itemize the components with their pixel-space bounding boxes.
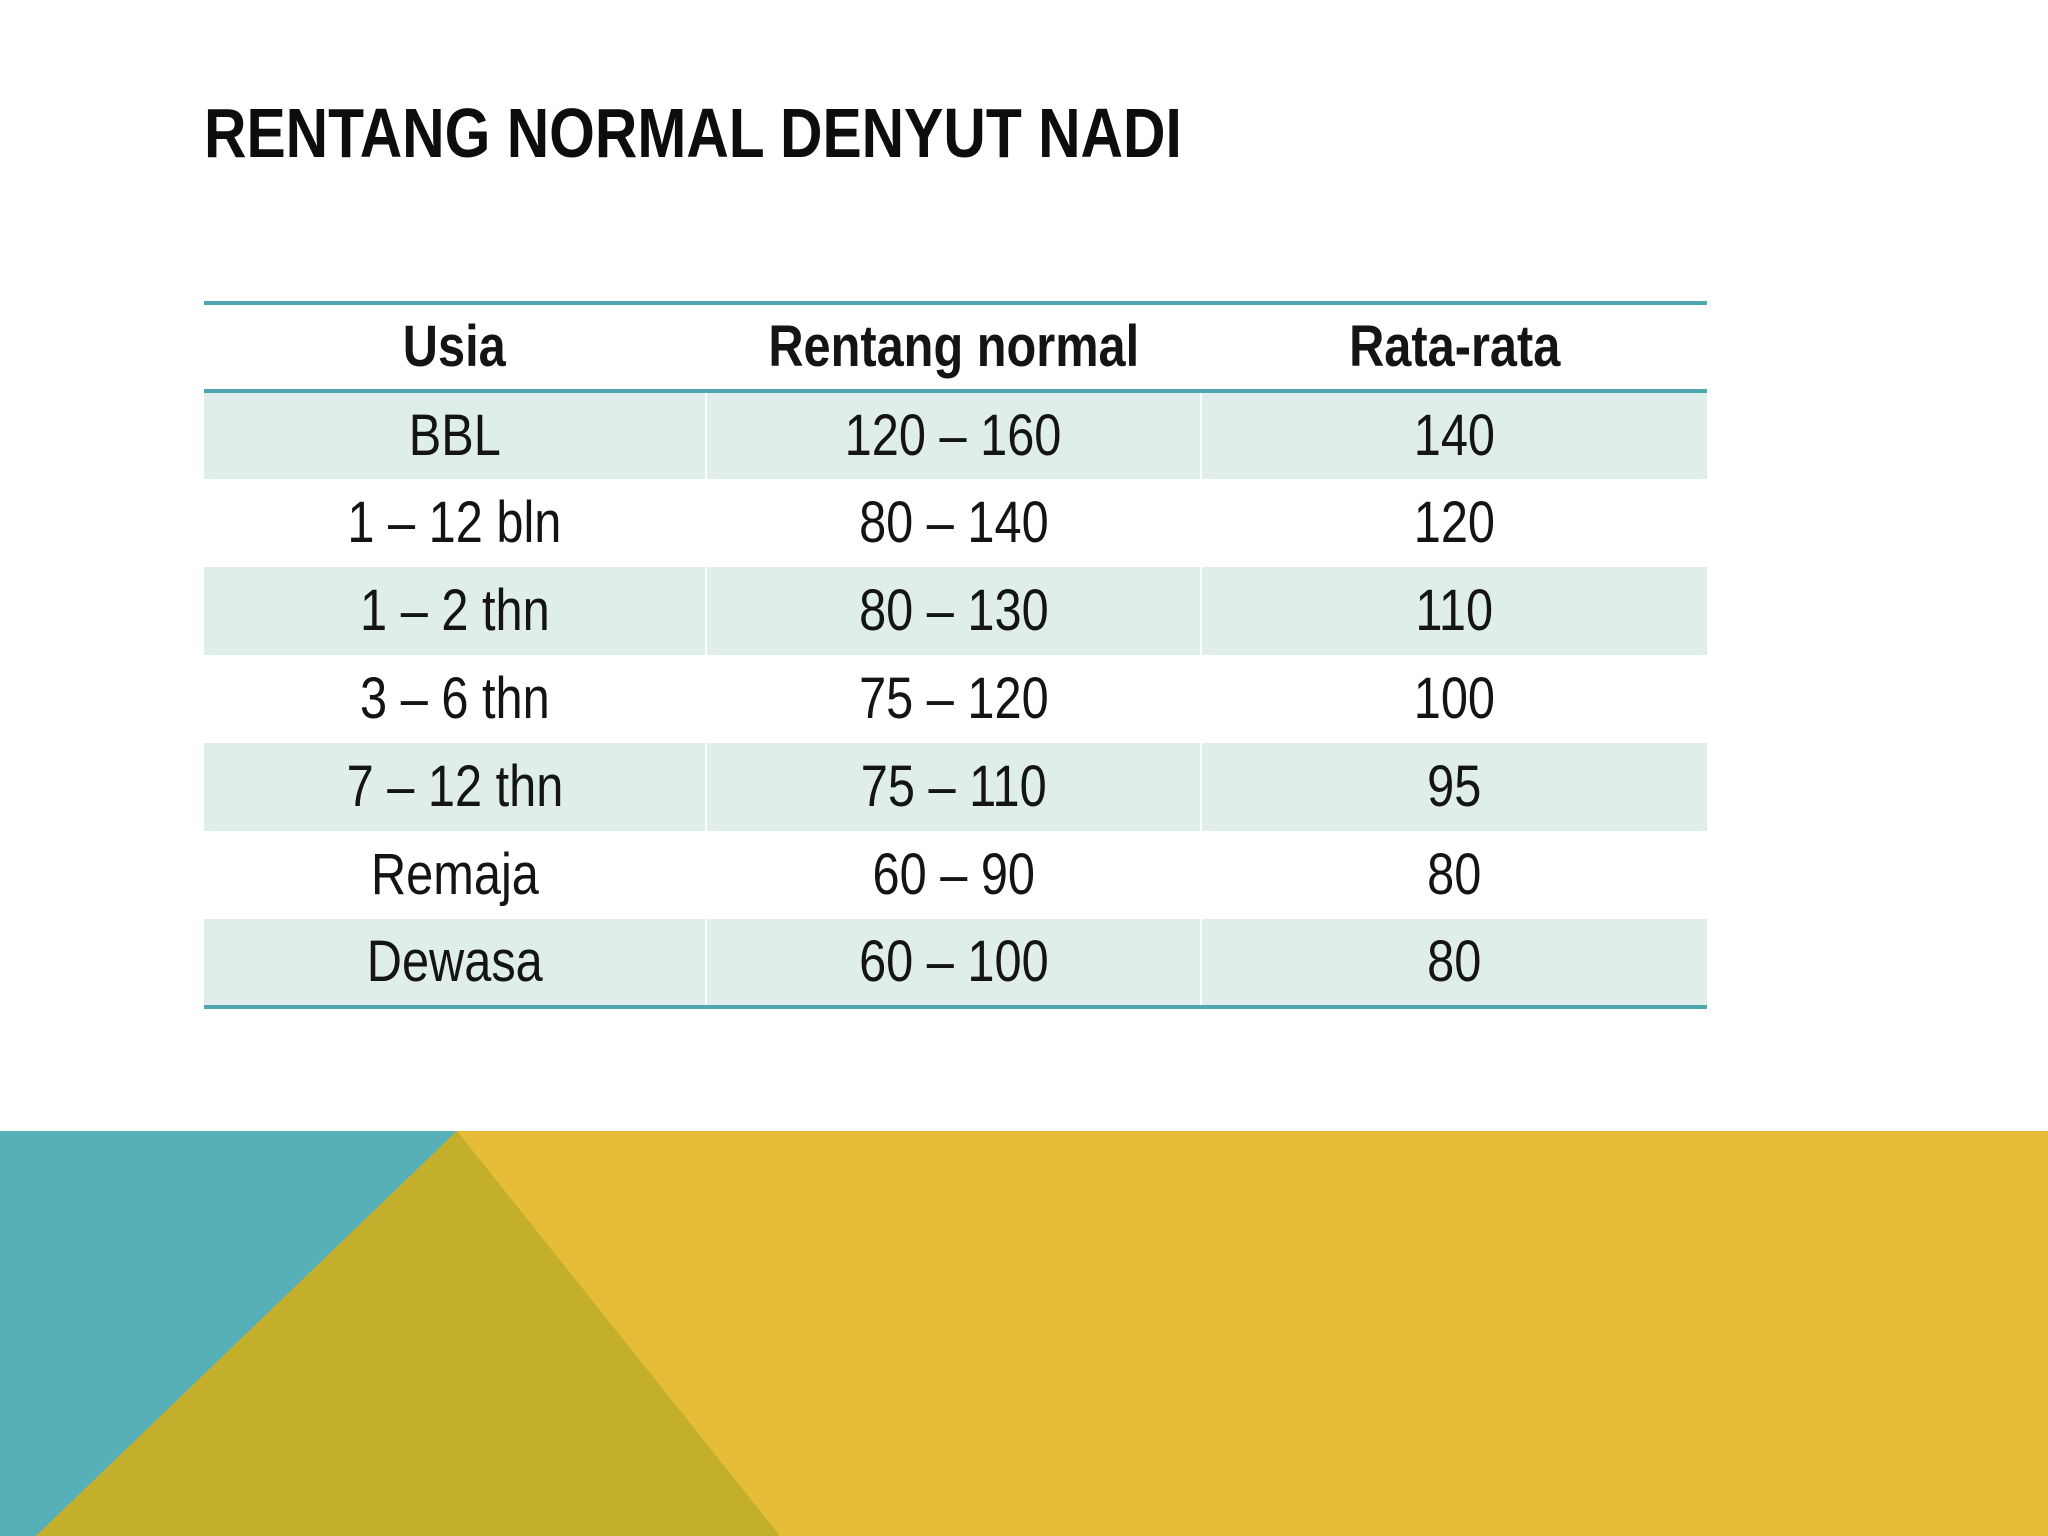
cell-text: 75 – 120 [858, 666, 1049, 731]
page-title-text: RENTANG NORMAL DENYUT NADI [204, 94, 1182, 172]
cell-usia: 3 – 6 thn [204, 655, 706, 743]
cell-rata-rata: 80 [1200, 831, 1707, 919]
cell-usia: BBL [204, 391, 706, 479]
cell-text: 120 – 160 [845, 403, 1062, 468]
cell-text: 95 [1427, 754, 1482, 819]
cell-rata-rata: 95 [1200, 743, 1707, 831]
cell-rata-rata: 140 [1200, 391, 1707, 479]
cell-usia: Dewasa [204, 919, 706, 1007]
cell-text: 80 [1427, 842, 1482, 907]
cell-rata-rata: 100 [1200, 655, 1707, 743]
table-row-1-12-bln: 1 – 12 bln 80 – 140 120 [204, 479, 1707, 567]
cell-usia: 7 – 12 thn [204, 743, 706, 831]
cell-text: BBL [408, 403, 501, 468]
cell-usia: Remaja [204, 831, 706, 919]
cell-text: 3 – 6 thn [359, 666, 550, 731]
pulse-rate-table: Usia Rentang normal Rata-rata BBL 120 – … [204, 301, 1707, 1009]
decorative-bottom-band [0, 1131, 2048, 1536]
cell-text: 75 – 110 [860, 754, 1047, 819]
cell-rentang-normal: 60 – 100 [705, 919, 1201, 1007]
table-body: BBL 120 – 160 140 1 – 12 bln 80 – 140 12… [204, 391, 1707, 1007]
cell-rata-rata: 80 [1200, 919, 1707, 1007]
table-header: Usia Rentang normal Rata-rata [204, 303, 1707, 391]
table-row-bbl: BBL 120 – 160 140 [204, 391, 1707, 479]
table-row-dewasa: Dewasa 60 – 100 80 [204, 919, 1707, 1007]
cell-rentang-normal: 60 – 90 [705, 831, 1201, 919]
cell-text: 1 – 12 bln [347, 490, 562, 555]
column-header-rentang-normal: Rentang normal [705, 303, 1201, 391]
cell-text: 80 – 140 [858, 490, 1049, 555]
cell-usia: 1 – 2 thn [204, 567, 706, 655]
cell-text: 110 [1415, 578, 1494, 643]
cell-rentang-normal: 75 – 120 [705, 655, 1201, 743]
table-row-3-6-thn: 3 – 6 thn 75 – 120 100 [204, 655, 1707, 743]
cell-text: 80 – 130 [858, 578, 1049, 643]
cell-rentang-normal: 75 – 110 [705, 743, 1201, 831]
cell-rata-rata: 120 [1200, 479, 1707, 567]
table-header-row: Usia Rentang normal Rata-rata [204, 303, 1707, 391]
page-title: RENTANG NORMAL DENYUT NADI [204, 98, 1368, 168]
column-header-rata-rata: Rata-rata [1200, 303, 1707, 391]
column-header-usia: Usia [204, 303, 706, 391]
column-header-rata-rata-text: Rata-rata [1348, 314, 1561, 379]
cell-rentang-normal: 80 – 140 [705, 479, 1201, 567]
table-row-remaja: Remaja 60 – 90 80 [204, 831, 1707, 919]
cell-text: 80 [1427, 929, 1482, 994]
cell-text: 140 [1413, 403, 1496, 468]
column-header-rentang-normal-text: Rentang normal [768, 314, 1139, 379]
cell-text: 60 – 100 [858, 929, 1049, 994]
cell-rentang-normal: 120 – 160 [705, 391, 1201, 479]
cell-text: 1 – 2 thn [359, 578, 550, 643]
cell-text: Dewasa [366, 929, 543, 994]
cell-rata-rata: 110 [1200, 567, 1707, 655]
table-row-7-12-thn: 7 – 12 thn 75 – 110 95 [204, 743, 1707, 831]
cell-text: 100 [1413, 666, 1496, 731]
cell-text: Remaja [370, 842, 539, 907]
cell-rentang-normal: 80 – 130 [705, 567, 1201, 655]
cell-text: 60 – 90 [872, 842, 1035, 907]
column-header-usia-text: Usia [403, 314, 506, 379]
cell-text: 7 – 12 thn [346, 754, 563, 819]
cell-usia: 1 – 12 bln [204, 479, 706, 567]
table-row-1-2-thn: 1 – 2 thn 80 – 130 110 [204, 567, 1707, 655]
cell-text: 120 [1413, 490, 1496, 555]
